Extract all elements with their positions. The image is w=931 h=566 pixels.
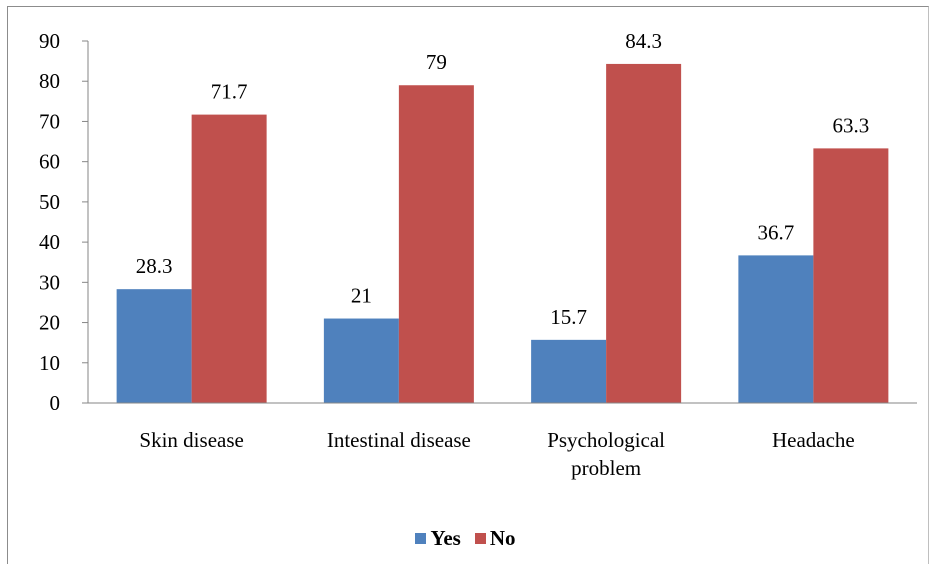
bar-yes	[323, 318, 399, 403]
bar-no	[813, 148, 889, 403]
y-tick-label: 20	[39, 311, 60, 335]
bar-yes	[738, 255, 814, 403]
bar-yes	[531, 339, 607, 403]
legend-swatch-yes	[415, 533, 427, 544]
data-label: 63.3	[833, 113, 870, 137]
data-label: 36.7	[758, 220, 795, 244]
bar-no	[398, 85, 474, 403]
x-tick-label: Intestinal disease	[327, 428, 471, 452]
x-tick-label: Psychological	[547, 428, 665, 452]
y-tick-label: 60	[39, 150, 60, 174]
x-tick-label: Skin disease	[139, 428, 243, 452]
y-tick-label: 90	[39, 29, 60, 53]
data-label: 79	[426, 50, 447, 74]
legend-swatch-no	[474, 533, 486, 544]
y-tick-label: 30	[39, 270, 60, 294]
bar-no	[606, 63, 682, 403]
bar-chart: 0 10 20 30 40 50 60 70 80 90 28.3 71.7 Skin disease 2…	[39, 29, 917, 480]
chart-frame	[7, 6, 929, 564]
y-tick-label: 10	[39, 351, 60, 375]
legend: Yes No	[0, 526, 931, 551]
y-tick-label: 0	[50, 391, 61, 415]
y-tick-label: 80	[39, 69, 60, 93]
x-tick-label: Headache	[772, 428, 855, 452]
data-label: 21	[351, 284, 372, 308]
bar-yes	[116, 289, 192, 403]
legend-item-yes: Yes	[415, 526, 461, 551]
legend-label-yes: Yes	[430, 526, 461, 550]
legend-item-no: No	[474, 526, 516, 551]
data-label: 15.7	[550, 305, 587, 329]
y-tick-label: 40	[39, 230, 60, 254]
y-tick-label: 50	[39, 190, 60, 214]
data-label: 28.3	[136, 254, 173, 278]
data-label: 71.7	[211, 80, 248, 104]
legend-label-no: No	[489, 526, 516, 550]
data-label: 84.3	[625, 29, 662, 53]
x-tick-label: problem	[571, 456, 641, 480]
y-tick-label: 70	[39, 109, 60, 133]
bar-no	[191, 114, 267, 404]
